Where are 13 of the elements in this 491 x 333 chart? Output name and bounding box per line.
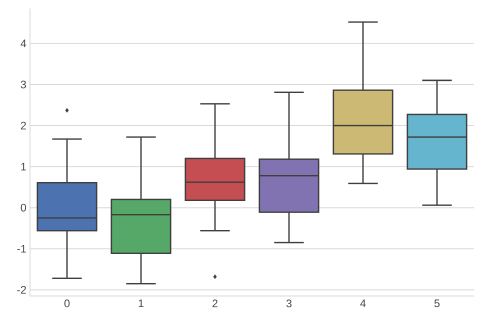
y-tick-label: -1 — [17, 245, 26, 253]
x-tick-label: 4 — [360, 300, 366, 308]
y-tick-label: 4 — [20, 40, 26, 48]
y-tick-label: 2 — [20, 122, 26, 130]
y-tick-label: 1 — [21, 162, 26, 170]
x-tick-label: 1 — [138, 300, 144, 308]
x-tick-label: 0 — [64, 300, 70, 308]
y-tick-label: -2 — [17, 286, 26, 294]
y-tick-label: 3 — [20, 80, 26, 88]
x-tick-label: 5 — [434, 300, 440, 308]
x-tick-label: 3 — [286, 300, 292, 308]
y-tick-label: 0 — [20, 204, 26, 212]
x-tick-label: 2 — [212, 300, 218, 308]
